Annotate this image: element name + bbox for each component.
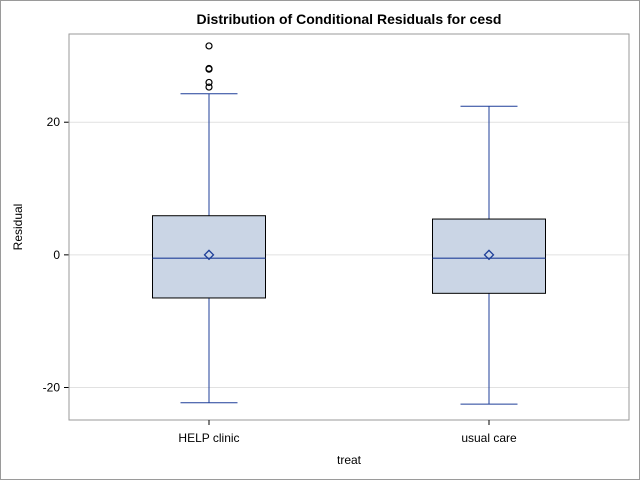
y-tick-label: -20 <box>43 381 61 395</box>
outlier-point <box>205 42 213 50</box>
box-iqr <box>432 218 546 294</box>
mean-marker <box>203 249 215 261</box>
outlier-point <box>205 64 213 73</box>
y-tick-label: 20 <box>47 115 61 129</box>
plot-area-frame <box>68 33 630 421</box>
outlier-point <box>205 78 213 87</box>
chart-title: Distribution of Conditional Residuals fo… <box>197 11 502 27</box>
y-axis-label: Residual <box>11 204 25 251</box>
box-iqr <box>152 215 266 299</box>
y-tick-label: 0 <box>53 248 60 262</box>
x-axis-label: treat <box>337 453 362 467</box>
outlier-point <box>205 83 213 91</box>
x-tick-label: usual care <box>461 431 517 445</box>
x-tick-label: HELP clinic <box>178 431 239 445</box>
mean-marker <box>483 249 495 261</box>
